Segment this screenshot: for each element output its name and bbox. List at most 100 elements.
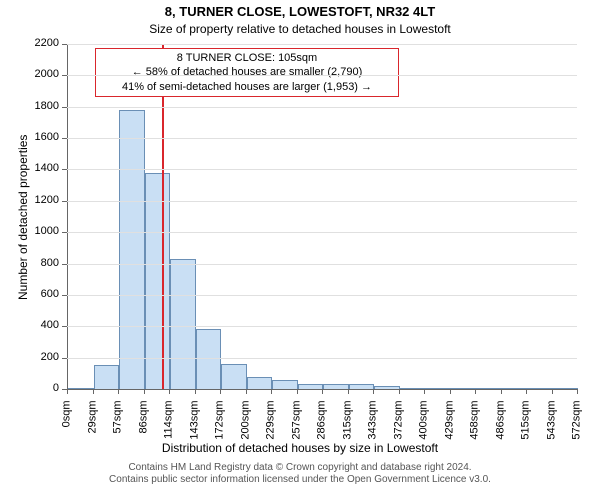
histogram-bar	[221, 364, 247, 389]
x-tick-mark	[348, 389, 349, 394]
y-tick-mark	[62, 264, 67, 265]
page-title: 8, TURNER CLOSE, LOWESTOFT, NR32 4LT	[0, 4, 600, 19]
histogram-bar	[527, 388, 553, 389]
y-tick-mark	[62, 358, 67, 359]
histogram-bar	[196, 329, 222, 389]
histogram-bar	[451, 388, 477, 389]
histogram-bar	[553, 388, 579, 389]
y-tick-mark	[62, 44, 67, 45]
y-tick-mark	[62, 169, 67, 170]
y-gridline	[67, 201, 577, 202]
y-tick-label: 1400	[19, 163, 59, 174]
y-gridline	[67, 169, 577, 170]
y-tick-label: 200	[19, 352, 59, 363]
y-gridline	[67, 107, 577, 108]
histogram-bar	[425, 388, 451, 389]
x-tick-label: 86sqm	[138, 401, 149, 451]
y-tick-label: 2200	[19, 38, 59, 49]
x-tick-label: 486sqm	[495, 401, 506, 451]
x-tick-mark	[93, 389, 94, 394]
histogram-bar	[119, 110, 145, 389]
y-tick-label: 1800	[19, 101, 59, 112]
x-tick-mark	[577, 389, 578, 394]
page-subtitle: Size of property relative to detached ho…	[0, 22, 600, 36]
x-tick-mark	[67, 389, 68, 394]
y-tick-label: 0	[19, 383, 59, 394]
histogram-bar	[502, 388, 528, 389]
x-tick-mark	[552, 389, 553, 394]
y-tick-mark	[62, 326, 67, 327]
x-tick-mark	[118, 389, 119, 394]
histogram-bar	[94, 365, 120, 389]
y-tick-mark	[62, 201, 67, 202]
y-gridline	[67, 138, 577, 139]
callout-line-1: 8 TURNER CLOSE: 105sqm	[102, 51, 392, 65]
x-tick-mark	[246, 389, 247, 394]
y-tick-label: 1000	[19, 226, 59, 237]
x-tick-label: 257sqm	[291, 401, 302, 451]
x-tick-label: 400sqm	[419, 401, 430, 451]
histogram-bar	[170, 259, 196, 389]
histogram-bar	[400, 388, 426, 389]
attribution-line-2: Contains public sector information licen…	[109, 474, 491, 485]
x-tick-label: 458sqm	[470, 401, 481, 451]
y-gridline	[67, 326, 577, 327]
y-gridline	[67, 358, 577, 359]
x-tick-label: 29sqm	[87, 401, 98, 451]
histogram-bar	[349, 384, 375, 389]
y-tick-mark	[62, 295, 67, 296]
x-tick-label: 57sqm	[113, 401, 124, 451]
attribution-text: Contains HM Land Registry data © Crown c…	[0, 462, 600, 486]
callout-line-2: ← 58% of detached houses are smaller (2,…	[102, 65, 392, 79]
y-axis-label: Number of detached properties	[16, 135, 30, 300]
x-tick-mark	[399, 389, 400, 394]
y-tick-mark	[62, 138, 67, 139]
y-tick-mark	[62, 75, 67, 76]
x-tick-mark	[195, 389, 196, 394]
histogram-bar	[323, 384, 349, 389]
y-gridline	[67, 295, 577, 296]
y-tick-mark	[62, 107, 67, 108]
attribution-line-1: Contains HM Land Registry data © Crown c…	[128, 462, 471, 473]
histogram-bar	[68, 388, 94, 389]
y-tick-mark	[62, 232, 67, 233]
x-tick-label: 114sqm	[164, 401, 175, 451]
x-tick-mark	[169, 389, 170, 394]
y-tick-label: 2000	[19, 69, 59, 80]
x-tick-label: 572sqm	[572, 401, 583, 451]
x-tick-mark	[373, 389, 374, 394]
x-tick-label: 229sqm	[266, 401, 277, 451]
histogram-bar	[374, 386, 400, 389]
histogram-bar	[298, 384, 324, 389]
x-tick-label: 343sqm	[368, 401, 379, 451]
x-tick-label: 0sqm	[62, 401, 73, 451]
y-tick-label: 1200	[19, 195, 59, 206]
x-tick-label: 172sqm	[215, 401, 226, 451]
x-tick-label: 543sqm	[546, 401, 557, 451]
y-gridline	[67, 264, 577, 265]
y-gridline	[67, 75, 577, 76]
x-tick-label: 200sqm	[240, 401, 251, 451]
histogram-bar	[476, 388, 502, 389]
histogram-bar	[272, 380, 298, 389]
reference-callout: 8 TURNER CLOSE: 105sqm ← 58% of detached…	[95, 48, 399, 97]
x-tick-label: 515sqm	[521, 401, 532, 451]
x-tick-mark	[450, 389, 451, 394]
x-tick-label: 143sqm	[189, 401, 200, 451]
y-tick-label: 1600	[19, 132, 59, 143]
x-tick-label: 286sqm	[317, 401, 328, 451]
x-tick-label: 372sqm	[393, 401, 404, 451]
x-tick-mark	[144, 389, 145, 394]
x-tick-mark	[220, 389, 221, 394]
x-tick-mark	[271, 389, 272, 394]
x-tick-mark	[424, 389, 425, 394]
y-tick-label: 800	[19, 258, 59, 269]
x-tick-mark	[501, 389, 502, 394]
x-tick-mark	[297, 389, 298, 394]
histogram-bar	[145, 173, 171, 389]
y-gridline	[67, 232, 577, 233]
x-tick-mark	[526, 389, 527, 394]
x-tick-label: 429sqm	[444, 401, 455, 451]
callout-line-3: 41% of semi-detached houses are larger (…	[102, 80, 392, 94]
y-gridline	[67, 44, 577, 45]
